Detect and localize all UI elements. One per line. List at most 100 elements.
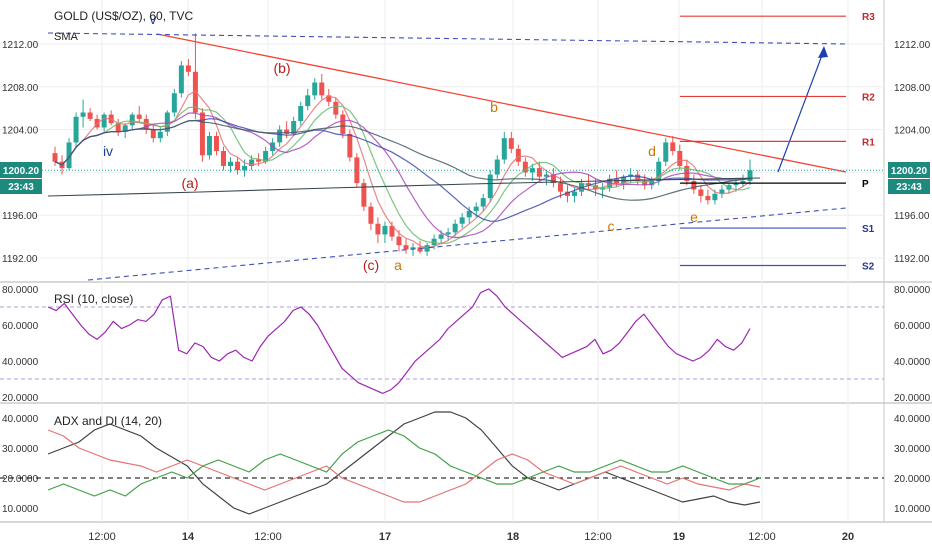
candle-body (298, 106, 304, 122)
wave-label: (a) (181, 175, 198, 191)
price-y-tick-right: 1196.00 (894, 211, 930, 222)
candle-body (375, 223, 381, 235)
price-y-tick-right: 1192.00 (894, 254, 930, 265)
candle-body (417, 247, 423, 252)
wave-label: (c) (363, 257, 379, 273)
adx-y-tick-right: 40.0000 (894, 414, 931, 425)
wave-label: (b) (273, 60, 290, 76)
candle-body (389, 225, 395, 237)
candle-body (424, 245, 430, 252)
candle-body (515, 148, 521, 162)
x-tick-label: 12:00 (88, 531, 116, 543)
candle-body (508, 138, 514, 149)
candle-body (501, 138, 507, 160)
candle-body (312, 82, 318, 96)
left-price-badge: 1200.20 (3, 166, 40, 177)
x-tick-label: 14 (182, 531, 195, 543)
candle-body (740, 180, 746, 184)
candle-body (719, 189, 725, 194)
candle-body (473, 206, 479, 211)
candle-body (115, 123, 121, 132)
x-tick-label: 20 (842, 531, 854, 543)
price-y-tick-left: 1204.00 (2, 126, 39, 137)
candle-body (136, 114, 142, 119)
candle-body (220, 151, 226, 166)
candle-body (564, 191, 570, 196)
candle-body (171, 93, 177, 113)
x-tick-label: 12:00 (584, 531, 612, 543)
candle-body (712, 193, 718, 201)
candle-body (157, 131, 163, 139)
adx-y-tick-left: 20.0000 (2, 474, 39, 485)
right-price-badge-bg (888, 162, 930, 178)
candle-body (670, 142, 676, 151)
rsi-title: RSI (10, close) (54, 292, 133, 306)
rsi-y-tick-left: 40.0000 (2, 357, 39, 368)
wave-label: e (690, 209, 698, 225)
sma-40-line (54, 119, 751, 201)
lower-dashed-trendline (87, 207, 847, 281)
candle-body (340, 114, 346, 134)
candle-body (333, 101, 339, 115)
rsi-y-tick-left: 80.0000 (2, 285, 39, 296)
sma-13-line (54, 112, 751, 239)
projection-arrow-line (777, 49, 825, 173)
adx-y-tick-left: 10.0000 (2, 504, 39, 515)
rsi-y-tick-right: 40.0000 (894, 357, 931, 368)
adx-y-tick-left: 40.0000 (2, 414, 39, 425)
candle-body (319, 82, 325, 96)
candle-body (347, 133, 353, 158)
price-y-tick-left: 1196.00 (2, 211, 38, 222)
candle-body (571, 191, 577, 196)
rsi-line (47, 288, 751, 395)
candle-body (529, 168, 535, 173)
adx-y-tick-right: 30.0000 (894, 444, 931, 455)
candle-body (459, 217, 465, 224)
candle-body (649, 180, 655, 186)
candle-body (263, 151, 269, 162)
candle-body (185, 65, 191, 72)
candle-body (242, 165, 248, 171)
di-plus-line (47, 429, 761, 497)
left-countdown-badge-bg (0, 179, 42, 194)
candle-body (326, 95, 332, 102)
candle-body (656, 161, 662, 181)
candle-body (305, 95, 311, 107)
candle-body (466, 210, 472, 218)
candle-body (206, 136, 212, 156)
wave-label: a (394, 257, 402, 273)
candle-body (382, 225, 388, 235)
candle-body (705, 195, 711, 201)
candle-body (73, 116, 79, 143)
candle-body (543, 174, 549, 177)
sma-long-line (47, 177, 761, 197)
candle-body (733, 183, 739, 186)
left-price-badge-bg (0, 162, 42, 178)
candle-body (452, 223, 458, 233)
left-countdown-badge: 23:43 (8, 182, 34, 193)
pivot-label-r1: R1 (862, 137, 875, 148)
candle-body (691, 180, 697, 190)
x-tick-label: 17 (379, 531, 391, 543)
adx-title: ADX and DI (14, 20) (54, 414, 162, 428)
price-y-tick-left: 1208.00 (2, 83, 39, 94)
resistance-trendline (156, 33, 847, 173)
x-tick-label: 12:00 (748, 531, 776, 543)
candle-body (164, 112, 170, 132)
candle-body (354, 157, 360, 184)
candle-body (87, 112, 93, 119)
adx-y-tick-right: 10.0000 (894, 504, 931, 515)
price-y-tick-left: 1212.00 (2, 40, 39, 51)
candle-body (192, 71, 198, 113)
right-countdown-badge: 23:43 (896, 182, 922, 193)
adx-y-tick-left: 30.0000 (2, 444, 39, 455)
symbol-title: GOLD (US$/OZ), 60, TVC (54, 9, 193, 23)
candle-body (663, 142, 669, 162)
candle-body (228, 161, 234, 166)
candle-body (445, 232, 451, 235)
x-tick-label: 18 (507, 531, 519, 543)
rsi-y-tick-left: 60.0000 (2, 321, 39, 332)
sma-legend: SMA (54, 31, 79, 43)
